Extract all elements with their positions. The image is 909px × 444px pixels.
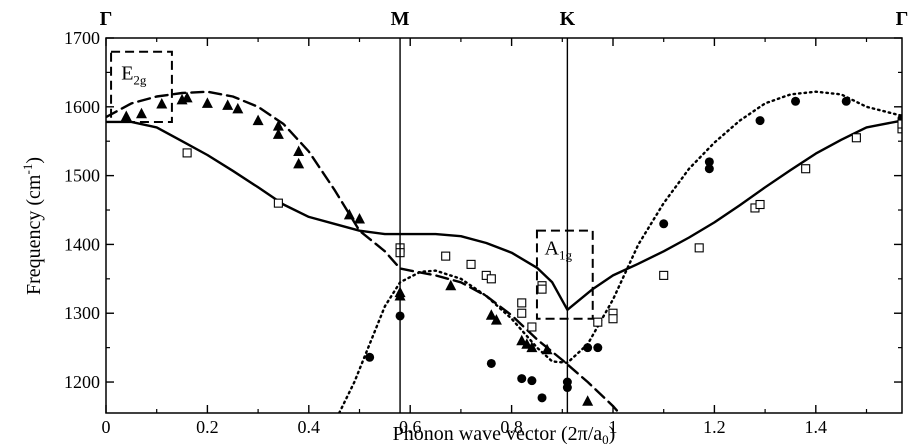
square-point	[755, 199, 765, 210]
square-point	[897, 124, 902, 134]
mode-label-2g: E2g	[121, 62, 147, 87]
curve-dotted	[338, 90, 902, 413]
x-tick-label: 0.2	[196, 417, 219, 437]
triangle-point	[156, 98, 168, 109]
triangle-point	[490, 314, 502, 325]
y-tick-label: 1400	[64, 234, 100, 254]
mode-annotations: E2g A1g	[110, 50, 594, 320]
triangle-point	[272, 128, 284, 139]
symmetry-label: Γ	[100, 8, 113, 30]
y-tick-label: 1300	[64, 303, 100, 323]
x-tick-label: 1.4	[805, 417, 828, 437]
curve-solid	[106, 119, 902, 311]
y-tick-label: 1200	[64, 372, 100, 392]
triangle-point	[485, 309, 497, 320]
circle-point	[537, 393, 547, 403]
symmetry-label: Γ	[896, 8, 909, 30]
symmetry-label: K	[560, 8, 576, 30]
y-tick-label: 1600	[64, 97, 100, 117]
circle-point	[755, 116, 765, 126]
square-point	[517, 308, 527, 318]
triangle-point	[541, 343, 553, 355]
triangle-point	[222, 99, 234, 110]
square-point	[593, 317, 603, 327]
square-point	[441, 251, 451, 261]
triangle-point	[120, 110, 132, 121]
square-point	[527, 322, 537, 332]
x-tick-label: 0.6	[399, 417, 422, 437]
x-tick-label: 0	[102, 417, 111, 437]
square-point	[466, 259, 476, 269]
triangle-point	[293, 145, 305, 157]
triangle-point	[201, 97, 213, 108]
circle-point	[486, 358, 496, 368]
circle-point	[659, 219, 669, 229]
triangle-point	[232, 102, 244, 114]
square-point	[694, 243, 704, 253]
triangle-point	[354, 212, 366, 224]
high-symmetry-lines	[399, 38, 569, 413]
symmetry-label: M	[391, 8, 410, 30]
triangle-point	[293, 157, 305, 169]
axis-tick-labels: 0 0.2 0.4 0.6 0.8 1 1.2 1.4 1200 1300 1400 1500 1600…	[64, 28, 827, 437]
square-point	[608, 314, 618, 324]
data-markers	[120, 91, 902, 406]
triangle-point	[272, 120, 284, 131]
x-tick-label: 1.2	[703, 417, 726, 437]
square-point	[182, 148, 192, 158]
plot-frame	[105, 37, 903, 414]
x-tick-label: 0.4	[298, 417, 321, 437]
square-point	[486, 274, 496, 284]
square-point	[801, 164, 811, 174]
square-point	[851, 133, 861, 143]
curve-dashed	[106, 90, 621, 413]
circle-point	[517, 374, 527, 384]
x-tick-label: 0.8	[500, 417, 523, 437]
triangle-point	[135, 107, 147, 119]
circle-point	[704, 157, 714, 167]
circle-point	[841, 96, 851, 106]
y-axis-label: Frequency (cm-1)	[20, 157, 45, 295]
square-point	[537, 284, 547, 294]
y-tick-label: 1500	[64, 166, 100, 186]
x-tick-label: 1	[609, 417, 618, 437]
square-point	[517, 298, 527, 308]
triangle-point	[526, 341, 538, 353]
x-axis-label: Phonon wave vector (2π/a0)	[393, 423, 616, 444]
mode-label-1g: A1g	[545, 238, 573, 263]
square-point	[273, 198, 283, 208]
mode-box-2g	[110, 50, 173, 123]
circle-point	[527, 376, 537, 386]
circle-point	[791, 96, 801, 106]
triangle-point	[252, 114, 264, 126]
circle-point	[583, 343, 593, 353]
dispersion-curves	[106, 90, 902, 413]
circle-point	[704, 164, 714, 174]
axis-ticks	[105, 37, 902, 413]
circle-point	[593, 343, 603, 353]
triangle-point	[343, 208, 355, 220]
triangle-point	[445, 279, 457, 291]
mode-box-1g	[535, 229, 594, 320]
square-point	[659, 270, 669, 280]
triangle-point	[582, 395, 594, 406]
triangle-point	[181, 91, 193, 103]
circle-point	[365, 352, 375, 362]
square-point	[897, 119, 902, 129]
y-tick-label: 1700	[64, 28, 100, 48]
